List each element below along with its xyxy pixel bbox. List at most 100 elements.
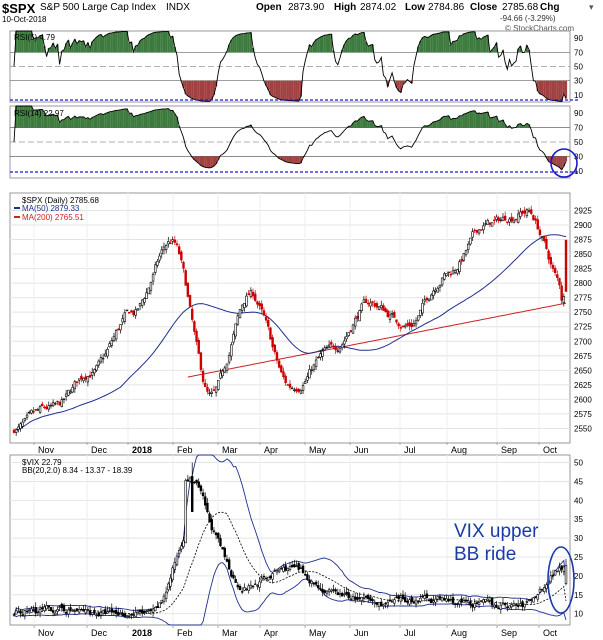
vix-candle-body bbox=[136, 610, 140, 614]
price-candle-body bbox=[325, 346, 329, 349]
price-candle-body bbox=[199, 352, 203, 370]
price-candle-body bbox=[377, 306, 381, 310]
price-candle-body bbox=[251, 291, 255, 297]
vix-tick-label: 50 bbox=[574, 459, 583, 468]
vix-tick-label: 20 bbox=[574, 572, 583, 581]
vix-candle-body bbox=[25, 610, 29, 613]
price-candle-body bbox=[73, 381, 77, 390]
rsi5-oversold-fill bbox=[197, 80, 200, 101]
rsi14-overbought-fill bbox=[123, 108, 126, 128]
rsi14-overbought-fill bbox=[84, 118, 87, 128]
vix-candle-body bbox=[151, 608, 155, 613]
vix-candle-body bbox=[251, 585, 255, 588]
rsi5-overbought-fill bbox=[443, 31, 446, 53]
price-candle-body bbox=[25, 414, 29, 418]
vix-candle-body bbox=[110, 608, 113, 613]
price-candle-body bbox=[162, 246, 166, 251]
price-candle-body bbox=[23, 418, 27, 421]
price-candle-body bbox=[91, 372, 94, 376]
vix-candle-body bbox=[382, 604, 385, 607]
vix-candle-body bbox=[421, 595, 424, 598]
price-candle-body bbox=[545, 238, 548, 249]
vix-candle-body bbox=[36, 611, 40, 614]
vix-candle-body bbox=[375, 602, 379, 605]
rsi14-overbought-fill bbox=[480, 113, 483, 128]
vix-candle-body bbox=[521, 601, 524, 608]
price-candle-body bbox=[486, 220, 489, 225]
x-axis-label: Dec bbox=[91, 445, 108, 455]
vix-candle-body bbox=[371, 599, 374, 602]
symbol: $SPX bbox=[2, 1, 36, 16]
bb-mid-line bbox=[13, 511, 567, 615]
price-candle-body bbox=[482, 225, 485, 231]
price-candle-body bbox=[445, 273, 448, 276]
price-candle-body bbox=[330, 342, 333, 345]
vix-candle-body bbox=[330, 589, 333, 592]
price-candle-body bbox=[293, 389, 296, 392]
rsi5-overbought-fill bbox=[367, 46, 370, 53]
price-candle-body bbox=[34, 409, 37, 411]
price-candle-body bbox=[499, 219, 503, 221]
vix-candle-body bbox=[247, 585, 250, 591]
vix-candle-body bbox=[490, 597, 494, 606]
vix-candle-body bbox=[154, 607, 157, 612]
stockcharts-watermark: © StockCharts.com bbox=[505, 24, 575, 33]
price-candle-body bbox=[284, 375, 287, 384]
vix-candle-body bbox=[95, 614, 98, 617]
rsi5-tick-label: 10 bbox=[574, 91, 583, 100]
price-candle-body bbox=[12, 429, 16, 433]
rsi5-tick-label: 90 bbox=[574, 34, 583, 43]
rsi5-overbought-fill bbox=[430, 35, 433, 53]
rsi5-overbought-fill bbox=[62, 49, 66, 53]
price-candle-body bbox=[425, 297, 429, 301]
price-tick-label: 2625 bbox=[574, 381, 592, 390]
vix-candle-body bbox=[364, 595, 368, 598]
price-candle-body bbox=[503, 215, 507, 221]
vix-candle-body bbox=[43, 606, 46, 611]
price-candle-body bbox=[123, 312, 127, 322]
x-axis-label: Mar bbox=[222, 445, 238, 455]
vix-candle-body bbox=[377, 601, 381, 607]
vix-candle-body bbox=[523, 603, 526, 608]
rsi5-overbought-fill bbox=[462, 33, 465, 53]
vix-candle-body bbox=[351, 596, 355, 602]
vix-candle-body bbox=[397, 595, 400, 599]
vix-candle-body bbox=[353, 596, 357, 600]
price-candle-body bbox=[236, 315, 240, 325]
rsi14-oversold-fill bbox=[210, 156, 213, 168]
rsi14-overbought-fill bbox=[523, 125, 526, 128]
rsi5-overbought-fill bbox=[484, 36, 487, 53]
price-tick-label: 2825 bbox=[574, 265, 592, 274]
ma200-line bbox=[187, 302, 567, 378]
rsi14-panel: 10 30 50 70 90 RSI(14) 22.97 bbox=[9, 105, 583, 179]
rsi5-oversold-fill bbox=[562, 80, 565, 94]
vix-candle-body bbox=[28, 609, 31, 611]
price-candle-body bbox=[523, 210, 526, 214]
rsi5-oversold-fill bbox=[286, 80, 289, 101]
rsi5-oversold-fill bbox=[184, 80, 187, 94]
close-label: Close bbox=[470, 2, 498, 13]
rsi14-overbought-fill bbox=[134, 115, 137, 128]
vix-candle-body bbox=[340, 592, 344, 597]
price-candle-body bbox=[238, 309, 242, 319]
rsi14-overbought-fill bbox=[82, 116, 85, 128]
rsi5-overbought-fill bbox=[165, 31, 168, 53]
price-candle-body bbox=[362, 299, 366, 303]
price-candle-body bbox=[64, 393, 68, 397]
price-candle-body bbox=[149, 282, 153, 291]
price-candle-body bbox=[343, 340, 346, 345]
chevron-down-icon[interactable]: ▾ bbox=[589, 2, 594, 12]
rsi5-overbought-fill bbox=[69, 48, 72, 53]
rsi5-overbought-fill bbox=[130, 41, 133, 53]
x-axis-middle: Nov Dec 2018 Feb Mar Apr May Jun Jul Aug Sep Oct bbox=[33, 442, 558, 455]
rsi5-overbought-fill bbox=[358, 33, 361, 53]
rsi5-overbought-fill bbox=[351, 35, 355, 53]
x-axis-label: Jun bbox=[354, 445, 369, 455]
rsi5-overbought-fill bbox=[82, 40, 85, 53]
high-label: High bbox=[334, 2, 357, 13]
rsi14-overbought-fill bbox=[91, 117, 94, 128]
price-tick-label: 2700 bbox=[574, 337, 592, 346]
rsi14-oversold-fill bbox=[293, 156, 296, 164]
rsi14-guides bbox=[10, 127, 570, 157]
vix-candle-body bbox=[173, 562, 177, 570]
